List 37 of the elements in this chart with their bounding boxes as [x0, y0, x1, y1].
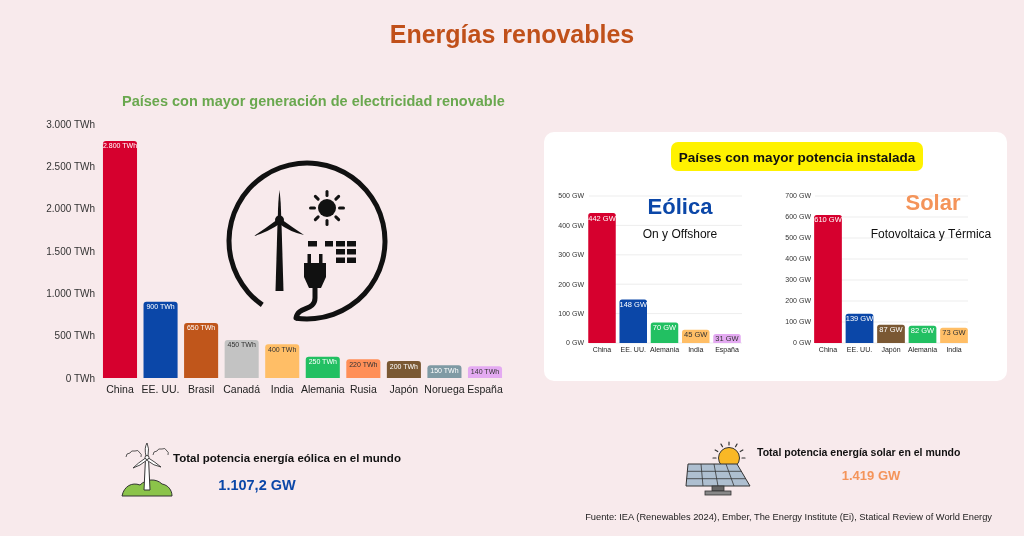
x-tick-label: Noruega	[424, 383, 465, 395]
text: Fotovoltaica y Térmica	[870, 227, 992, 241]
text: 1.107,2 GW	[218, 477, 296, 493]
bar	[265, 344, 300, 378]
y-tick-label: 2.500 TWh	[46, 160, 95, 172]
x-tick-label: Alemania	[300, 383, 345, 395]
bar	[588, 213, 616, 343]
text: Total potencia energía eólica en el mundo	[173, 452, 401, 464]
x-tick-label: España	[467, 383, 503, 395]
bar	[184, 322, 219, 378]
bar	[814, 214, 842, 343]
y-tick-label: 2.000 TWh	[46, 203, 95, 215]
y-tick-label: 0 TWh	[65, 372, 95, 384]
x-tick-label: Rusia	[349, 383, 377, 395]
text: On y Offshore	[642, 227, 718, 241]
x-tick-label: China	[106, 383, 134, 395]
x-tick-label: EE. UU.	[141, 383, 180, 395]
x-tick-label: Brasil	[187, 383, 215, 395]
chart-title: Eólica	[647, 194, 714, 219]
text: 1.419 GW	[841, 468, 901, 483]
source-note: Fuente: IEA (Renewables 2024), Ember, The Energy Institute (Ei), Statical Review of World Energy	[585, 512, 993, 522]
bar	[143, 301, 178, 378]
y-tick-label: 3.000 TWh	[46, 118, 95, 130]
bar	[224, 339, 259, 378]
y-tick-label: 1.500 TWh	[46, 245, 95, 257]
text: Países con mayor potencia instalada	[678, 149, 916, 165]
chart-title: Países con mayor generación de electricidad renovable	[122, 93, 505, 109]
bar	[619, 299, 647, 343]
bar	[102, 140, 138, 378]
y-tick-label: 1.000 TWh	[46, 287, 95, 299]
x-tick-label: Canadá	[223, 383, 261, 395]
x-tick-label: Japón	[389, 383, 419, 395]
text: Energías renovables	[389, 20, 635, 48]
text: Total potencia energía solar en el mundo	[757, 446, 961, 458]
y-tick-label: 500 TWh	[54, 330, 95, 342]
x-tick-label: India	[270, 383, 294, 395]
chart-title: Solar	[905, 190, 961, 215]
